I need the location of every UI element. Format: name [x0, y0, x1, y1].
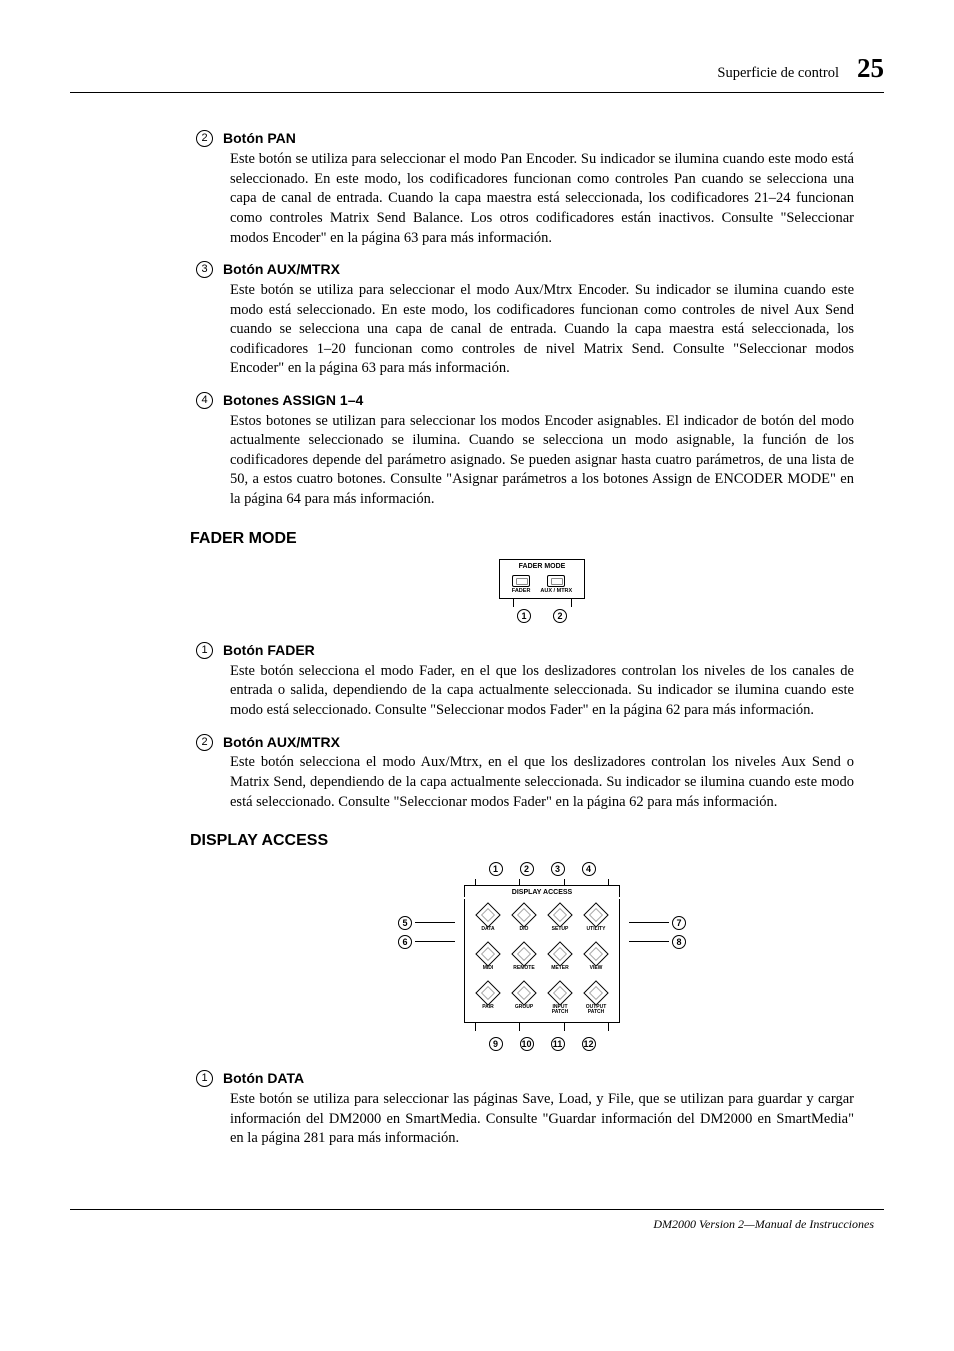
- item-body: Este botón se utiliza para seleccionar e…: [230, 150, 854, 248]
- callout-line: [571, 599, 572, 607]
- callout-2: 2: [553, 609, 567, 623]
- circled-number: 3: [196, 261, 213, 278]
- encoder-item-pan: 2 Botón PAN Este botón se utiliza para s…: [230, 129, 854, 248]
- da-btn-data: DATA: [474, 901, 502, 937]
- da-callout-7: 7: [672, 916, 686, 930]
- section-title: Superficie de control: [717, 64, 839, 84]
- fader-button-icon: [512, 575, 530, 587]
- callout-line: [415, 941, 455, 942]
- da-btn-midi: MIDI: [474, 940, 502, 976]
- item-title: Botón AUX/MTRX: [223, 260, 340, 279]
- callout-line: [629, 941, 669, 942]
- circled-number: 4: [196, 392, 213, 409]
- da-btn-remote: REMOTE: [510, 940, 538, 976]
- da-btn-pair: PAIR: [474, 979, 502, 1015]
- item-title: Botón AUX/MTRX: [223, 733, 340, 752]
- da-callout-4: 4: [582, 862, 596, 876]
- circled-number: 1: [196, 642, 213, 659]
- da-btn-output-patch: OUTPUT PATCH: [582, 979, 610, 1015]
- callout-line: [513, 599, 514, 607]
- callout-line: [608, 1023, 609, 1031]
- callout-line: [475, 879, 476, 885]
- fader-mode-heading: FADER MODE: [190, 528, 854, 550]
- da-btn-meter: METER: [546, 940, 574, 976]
- da-callout-12: 12: [582, 1037, 596, 1051]
- callout-line: [415, 922, 455, 923]
- page-content: 2 Botón PAN Este botón se utiliza para s…: [70, 129, 884, 1148]
- diagram-title: FADER MODE: [499, 559, 585, 571]
- fader-mode-diagram: FADER MODE FADER AUX / MTRX 1 2: [230, 559, 854, 623]
- page-footer: DM2000 Version 2—Manual de Instrucciones: [70, 1209, 884, 1232]
- da-btn-group: GROUP: [510, 979, 538, 1015]
- da-callout-6: 6: [398, 935, 412, 949]
- da-callout-10: 10: [520, 1037, 534, 1051]
- da-item-data: 1 Botón DATA Este botón se utiliza para …: [230, 1069, 854, 1149]
- diagram-title: DISPLAY ACCESS: [464, 885, 620, 897]
- item-body: Este botón selecciona el modo Aux/Mtrx, …: [230, 753, 854, 812]
- circled-number: 1: [196, 1070, 213, 1087]
- encoder-item-aux: 3 Botón AUX/MTRX Este botón se utiliza p…: [230, 260, 854, 379]
- display-access-diagram: 1 2 3 4 DISPLAY ACCESS DATA DIO SETUP: [230, 862, 854, 1051]
- circled-number: 2: [196, 130, 213, 147]
- encoder-item-assign: 4 Botones ASSIGN 1–4 Estos botones se ut…: [230, 391, 854, 510]
- da-callout-11: 11: [551, 1037, 565, 1051]
- fader-item-fader: 1 Botón FADER Este botón selecciona el m…: [230, 641, 854, 721]
- auxmtrx-button-cell: AUX / MTRX: [540, 575, 572, 595]
- da-callout-5: 5: [398, 916, 412, 930]
- item-title: Botón DATA: [223, 1069, 304, 1088]
- callout-1: 1: [517, 609, 531, 623]
- page-header: Superficie de control 25: [70, 50, 884, 93]
- item-body: Este botón se utiliza para seleccionar l…: [230, 1090, 854, 1149]
- da-callout-3: 3: [551, 862, 565, 876]
- da-btn-utility: UTILITY: [582, 901, 610, 937]
- circled-number: 2: [196, 734, 213, 751]
- item-title: Botón FADER: [223, 641, 315, 660]
- da-callout-9: 9: [489, 1037, 503, 1051]
- item-title: Botón PAN: [223, 129, 296, 148]
- da-callout-1: 1: [489, 862, 503, 876]
- da-btn-dio: DIO: [510, 901, 538, 937]
- fader-item-auxmtrx: 2 Botón AUX/MTRX Este botón selecciona e…: [230, 733, 854, 813]
- item-body: Este botón se utiliza para seleccionar e…: [230, 281, 854, 379]
- callout-line: [475, 1023, 476, 1031]
- callout-line: [519, 1023, 520, 1031]
- page-number: 25: [857, 50, 884, 86]
- callout-line: [519, 879, 520, 885]
- auxmtrx-button-label: AUX / MTRX: [540, 588, 572, 595]
- callout-line: [608, 879, 609, 885]
- callout-line: [629, 922, 669, 923]
- fader-button-label: FADER: [512, 588, 531, 595]
- da-btn-input-patch: INPUT PATCH: [546, 979, 574, 1015]
- display-access-heading: DISPLAY ACCESS: [190, 830, 854, 852]
- callout-line: [564, 879, 565, 885]
- da-btn-view: VIEW: [582, 940, 610, 976]
- callout-line: [564, 1023, 565, 1031]
- fader-button-cell: FADER: [512, 575, 531, 595]
- auxmtrx-button-icon: [547, 575, 565, 587]
- item-title: Botones ASSIGN 1–4: [223, 391, 363, 410]
- item-body: Este botón selecciona el modo Fader, en …: [230, 662, 854, 721]
- item-body: Estos botones se utilizan para seleccion…: [230, 412, 854, 510]
- da-callout-8: 8: [672, 935, 686, 949]
- da-btn-setup: SETUP: [546, 901, 574, 937]
- da-callout-2: 2: [520, 862, 534, 876]
